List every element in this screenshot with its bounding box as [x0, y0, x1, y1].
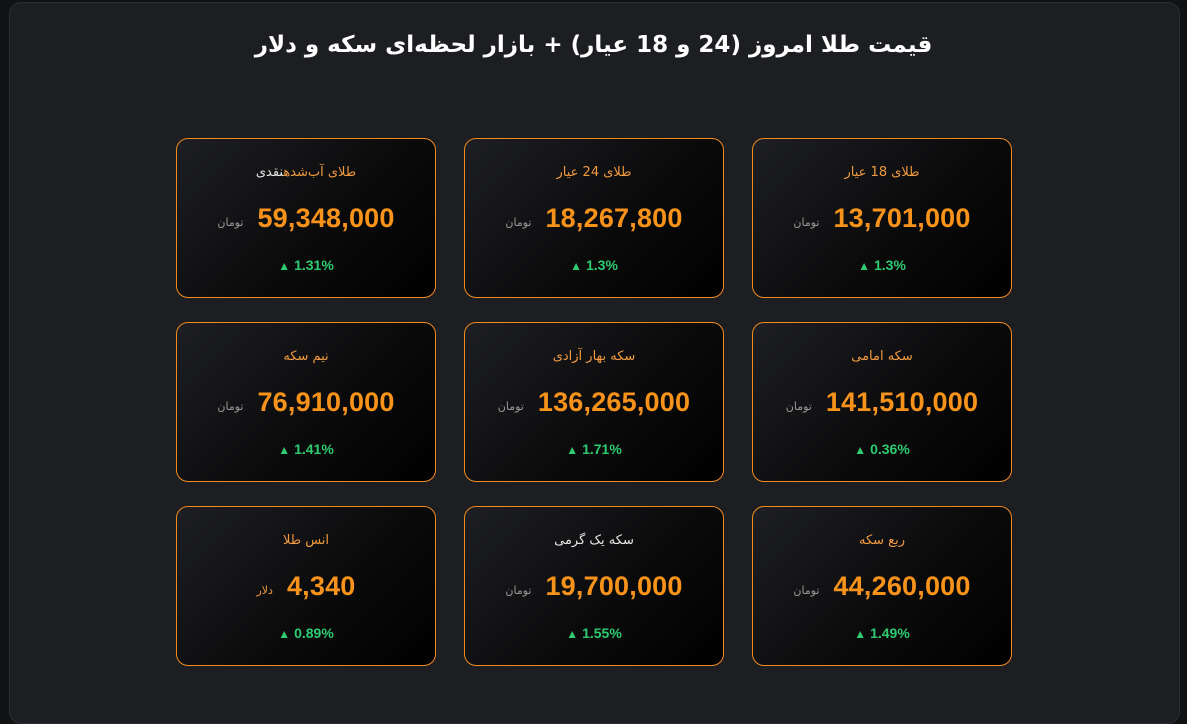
up-arrow-icon: ▲ — [566, 443, 579, 457]
price-row: 44,260,000 تومان — [753, 571, 1011, 602]
up-arrow-icon: ▲ — [278, 259, 291, 273]
card-title: سکه امامی — [851, 349, 913, 364]
up-arrow-icon: ▲ — [854, 627, 867, 641]
change-value: 1.31% — [294, 257, 334, 273]
price-grid: طلای 18 عیار 13,701,000 تومان ▲ 1.3% طلای… — [175, 138, 1012, 666]
price-row: 13,701,000 تومان — [753, 203, 1011, 234]
price-value: 141,510,000 — [825, 387, 979, 417]
price-row: 76,910,000 تومان — [177, 387, 435, 418]
card-title: سکه بهار آزادی — [552, 349, 636, 364]
price-value: 18,267,800 — [545, 203, 683, 233]
price-value: 76,910,000 — [257, 387, 395, 417]
price-row: 19,700,000 تومان — [465, 571, 723, 602]
change-value: 1.3% — [585, 257, 618, 273]
up-arrow-icon: ▲ — [566, 627, 579, 641]
change-percent: ▲ 1.71% — [465, 441, 723, 457]
up-arrow-icon: ▲ — [854, 443, 867, 457]
price-value: 44,260,000 — [833, 571, 971, 601]
currency-unit: تومان — [793, 216, 820, 229]
price-card-gold-24k[interactable]: طلای 24 عیار 18,267,800 تومان ▲ 1.3% — [464, 138, 724, 298]
price-card-bahar-azadi-coin[interactable]: سکه بهار آزادی 136,265,000 تومان ▲ 1.71% — [464, 322, 724, 482]
up-arrow-icon: ▲ — [278, 443, 291, 457]
change-value: 1.3% — [873, 257, 906, 273]
price-row: 136,265,000 تومان — [465, 387, 723, 418]
price-card-half-coin[interactable]: نیم سکه 76,910,000 تومان ▲ 1.41% — [176, 322, 436, 482]
price-card-quarter-coin[interactable]: ربع سکه 44,260,000 تومان ▲ 1.49% — [752, 506, 1012, 666]
change-value: 1.55% — [582, 625, 622, 641]
change-percent: ▲ 1.3% — [753, 257, 1011, 273]
price-row: 4,340 دلار — [177, 571, 435, 602]
price-value: 19,700,000 — [545, 571, 683, 601]
change-percent: ▲ 0.36% — [753, 441, 1011, 457]
price-value: 59,348,000 — [257, 203, 395, 233]
card-title: سکه یک گرمی — [554, 533, 634, 548]
change-value: 1.41% — [294, 441, 334, 457]
currency-unit: تومان — [785, 400, 812, 413]
change-percent: ▲ 1.31% — [177, 257, 435, 273]
card-title: ربع سکه — [859, 533, 905, 548]
currency-unit: دلار — [256, 584, 273, 597]
price-card-melted-gold[interactable]: طلای آب‌شدهنقدی 59,348,000 تومان ▲ 1.31% — [176, 138, 436, 298]
change-percent: ▲ 1.3% — [465, 257, 723, 273]
up-arrow-icon: ▲ — [570, 259, 582, 273]
price-value: 4,340 — [286, 571, 356, 601]
currency-unit: تومان — [217, 216, 244, 229]
up-arrow-icon: ▲ — [858, 259, 870, 273]
price-value: 13,701,000 — [833, 203, 971, 233]
card-title: طلای آب‌شدهنقدی — [177, 165, 435, 180]
price-value: 136,265,000 — [537, 387, 691, 417]
price-row: 59,348,000 تومان — [177, 203, 435, 234]
price-card-emami-coin[interactable]: سکه امامی 141,510,000 تومان ▲ 0.36% — [752, 322, 1012, 482]
card-title: طلای 18 عیار — [844, 165, 920, 180]
card-title-plain: نقدی — [255, 165, 284, 180]
change-value: 1.71% — [582, 441, 622, 457]
change-percent: ▲ 1.49% — [753, 625, 1011, 641]
card-title: طلای 24 عیار — [556, 165, 632, 180]
card-title-accent: طلای آب‌شده — [283, 165, 357, 180]
change-value: 1.49% — [870, 625, 910, 641]
card-title: نیم سکه — [283, 349, 329, 364]
price-card-gold-18k[interactable]: طلای 18 عیار 13,701,000 تومان ▲ 1.3% — [752, 138, 1012, 298]
price-row: 141,510,000 تومان — [753, 387, 1011, 418]
price-card-one-gram-coin[interactable]: سکه یک گرمی 19,700,000 تومان ▲ 1.55% — [464, 506, 724, 666]
change-percent: ▲ 0.89% — [177, 625, 435, 641]
change-value: 0.36% — [870, 441, 910, 457]
card-title: انس طلا — [282, 533, 330, 548]
change-percent: ▲ 1.41% — [177, 441, 435, 457]
currency-unit: تومان — [505, 584, 532, 597]
change-value: 0.89% — [294, 625, 334, 641]
price-card-gold-ounce[interactable]: انس طلا 4,340 دلار ▲ 0.89% — [176, 506, 436, 666]
currency-unit: تومان — [505, 216, 532, 229]
change-percent: ▲ 1.55% — [465, 625, 723, 641]
currency-unit: تومان — [497, 400, 524, 413]
currency-unit: تومان — [217, 400, 244, 413]
price-row: 18,267,800 تومان — [465, 203, 723, 234]
currency-unit: تومان — [793, 584, 820, 597]
up-arrow-icon: ▲ — [278, 627, 291, 641]
page-title: قیمت طلا امروز (24 و 18 عیار) + بازار لح… — [254, 32, 933, 58]
